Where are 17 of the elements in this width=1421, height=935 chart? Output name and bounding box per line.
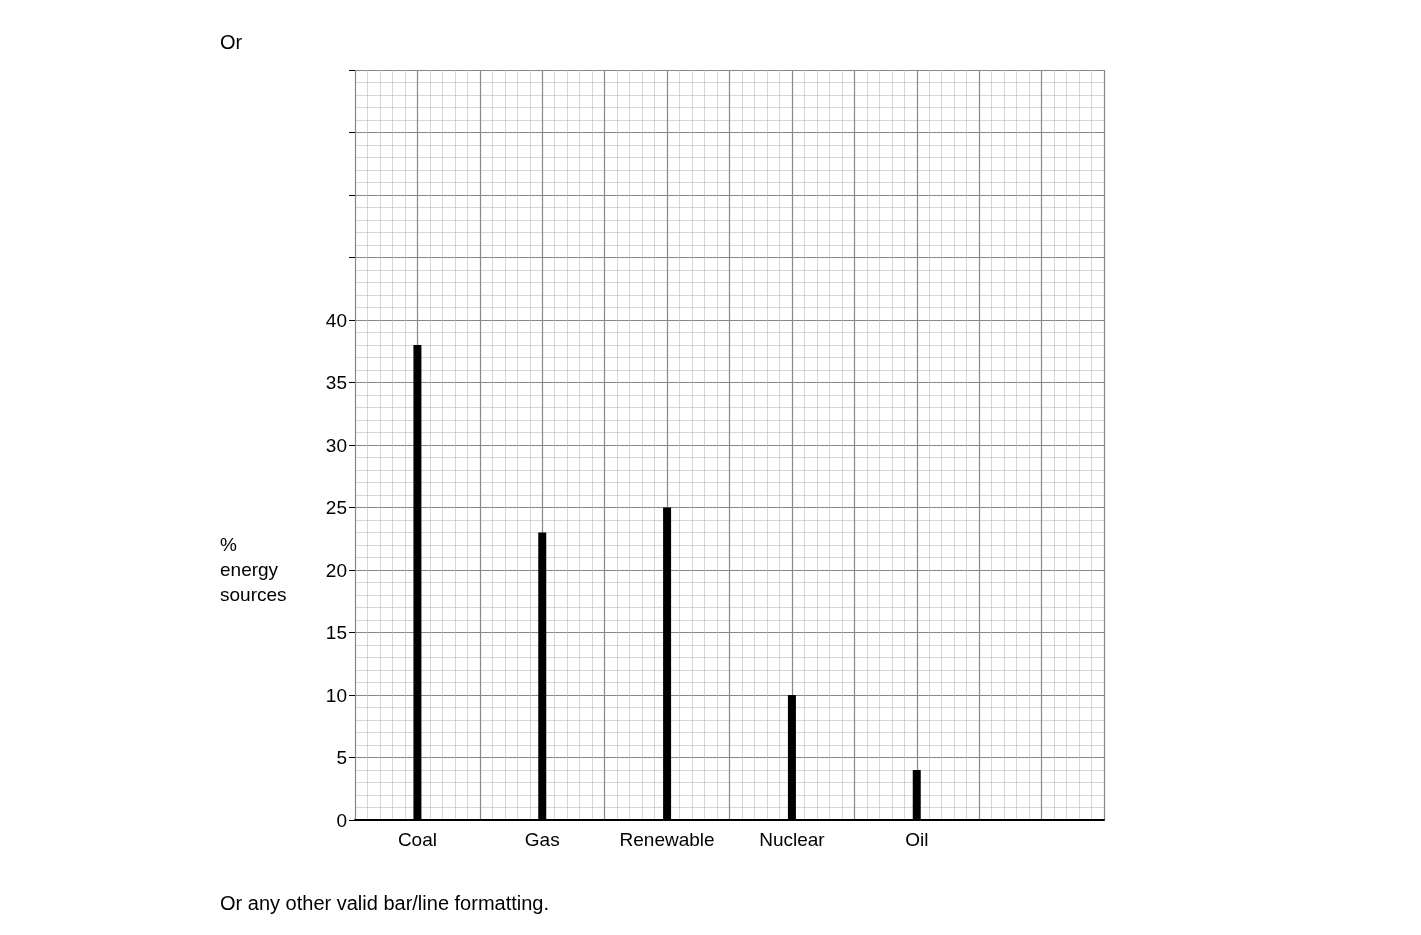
y-tick-label: 10 <box>325 684 347 706</box>
y-tick-label: 20 <box>325 559 347 581</box>
x-tick-label: Oil <box>905 829 929 850</box>
y-tick-label: 5 <box>336 747 347 768</box>
y-tick-label: 35 <box>325 372 347 393</box>
y-tick-label: 40 <box>325 309 347 331</box>
y-tick-label: 0 <box>336 809 347 831</box>
y-tick-label: 25 <box>325 497 347 518</box>
text: Or <box>220 31 243 53</box>
y-tick-label: 15 <box>325 622 347 643</box>
x-tick-label: Nuclear <box>759 829 826 850</box>
x-tick-label: Gas <box>524 829 560 850</box>
text: Or any other valid bar/line formatting. <box>220 892 550 914</box>
x-tick-label: Renewable <box>619 829 715 850</box>
y-axis-title: % energy sources <box>220 534 287 605</box>
x-tick-label: Coal <box>397 829 437 850</box>
y-tick-label: 30 <box>325 434 347 456</box>
